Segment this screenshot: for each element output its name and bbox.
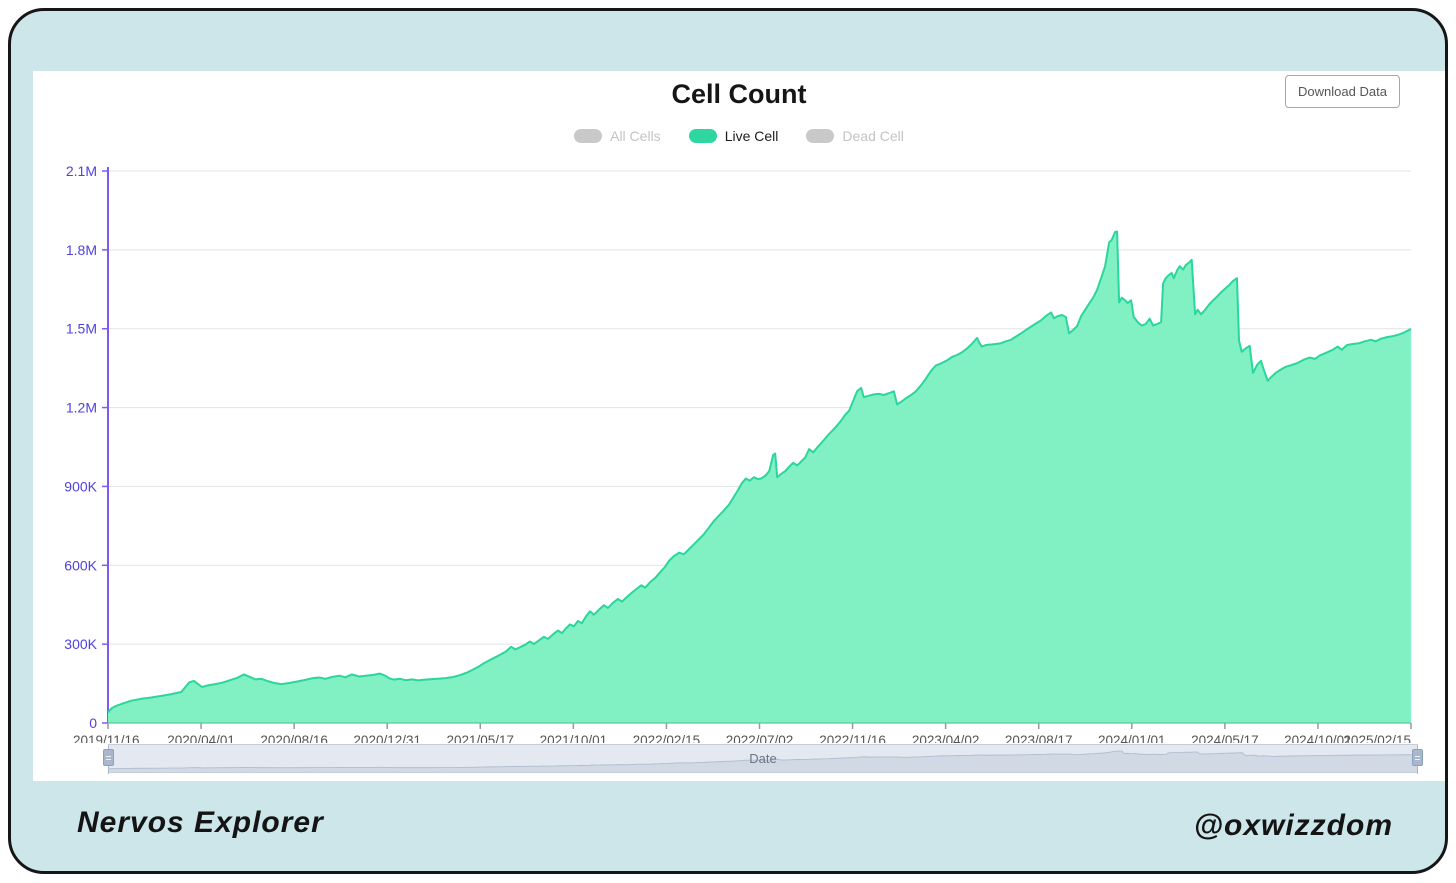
svg-text:2024/10/01: 2024/10/01 [1284,733,1352,743]
legend-label: Dead Cell [842,128,904,144]
svg-text:2023/04/02: 2023/04/02 [912,733,980,743]
live-cell-line [107,230,1412,714]
svg-text:300K: 300K [64,636,97,652]
live-cell-area [108,231,1411,723]
legend: All Cells Live Cell Dead Cell [33,128,1445,144]
svg-text:2021/05/17: 2021/05/17 [446,733,514,743]
slider-left-handle-icon[interactable] [103,749,114,766]
slider-preview-chart [109,750,1417,772]
card-frame: Cell Count Download Data All Cells Live C… [8,8,1448,874]
svg-text:2023/08/17: 2023/08/17 [1005,733,1073,743]
chart-panel: Cell Count Download Data All Cells Live C… [33,71,1445,781]
svg-text:1.2M: 1.2M [66,400,97,416]
chart-title: Cell Count [671,79,807,109]
svg-text:2019/11/16: 2019/11/16 [73,733,140,743]
credit-text: @oxwizzdom [1193,809,1393,842]
legend-swatch-icon [688,129,717,143]
download-data-button[interactable]: Download Data [1285,75,1400,108]
svg-text:0: 0 [89,715,97,731]
svg-text:600K: 600K [64,557,97,573]
legend-swatch-icon [574,129,603,143]
legend-item-dead-cell[interactable]: Dead Cell [806,128,904,144]
legend-label: All Cells [610,128,661,144]
svg-text:1.8M: 1.8M [66,242,97,258]
svg-text:2.1M: 2.1M [66,163,97,179]
x-axis: 2019/11/16 2020/04/01 2020/08/16 2020/12/31… [73,723,1412,743]
svg-text:2022/02/15: 2022/02/15 [633,733,701,743]
svg-text:900K: 900K [64,478,97,494]
svg-text:2020/04/01: 2020/04/01 [167,733,235,743]
svg-text:2021/10/01: 2021/10/01 [540,733,608,743]
svg-text:2025/02/15: 2025/02/15 [1343,733,1411,743]
brand-text: Nervos Explorer [77,806,324,839]
svg-text:2020/08/16: 2020/08/16 [260,733,328,743]
date-range-slider[interactable]: Date [103,744,1423,774]
svg-text:2024/05/17: 2024/05/17 [1191,733,1259,743]
y-axis: 2.1M 1.8M 1.5M 1.2M 900K 600K 300K 0 [64,163,109,731]
svg-text:2020/12/31: 2020/12/31 [353,733,421,743]
legend-item-live-cell[interactable]: Live Cell [688,128,779,144]
legend-item-all-cells[interactable]: All Cells [574,128,661,144]
legend-swatch-icon [806,129,835,143]
svg-text:1.5M: 1.5M [66,321,97,337]
legend-label: Live Cell [724,128,779,144]
svg-text:2022/07/02: 2022/07/02 [726,733,794,743]
svg-text:2022/11/16: 2022/11/16 [819,733,886,743]
slider-right-handle-icon[interactable] [1412,749,1423,766]
svg-text:2024/01/01: 2024/01/01 [1098,733,1166,743]
